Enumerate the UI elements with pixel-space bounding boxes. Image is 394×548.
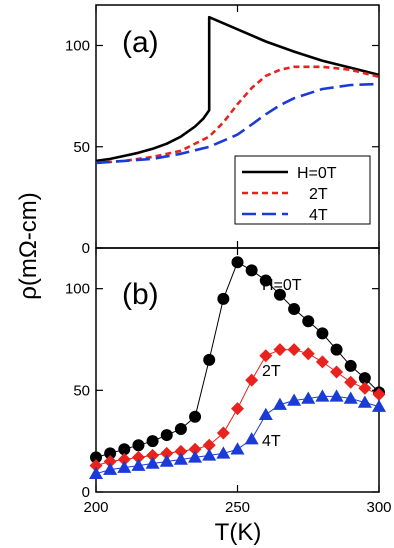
data-point-4T <box>372 399 386 412</box>
series-line-H=0T <box>95 15 380 163</box>
panel-b-series <box>89 256 386 479</box>
data-point-4T <box>272 397 287 410</box>
data-point-2T <box>245 373 259 387</box>
data-point-2T <box>372 387 386 401</box>
data-point-2T <box>89 459 103 473</box>
panel-a: (a) 0 50 100 H=0T 2T 4T <box>65 4 380 257</box>
legend-label: H=0T <box>297 165 337 182</box>
panel-b-label: (b) <box>122 278 159 311</box>
data-point-2T <box>287 343 301 357</box>
data-point-2T <box>273 343 287 357</box>
data-point-H=0T <box>217 292 230 305</box>
data-point-4T <box>145 456 160 469</box>
panel-a-label: (a) <box>122 26 159 59</box>
x-tick-label: 250 <box>225 499 250 516</box>
data-point-2T <box>330 365 344 379</box>
y-tick-label: 100 <box>65 38 90 55</box>
data-point-H=0T <box>288 303 301 315</box>
data-point-H=0T <box>302 315 315 328</box>
data-point-H=0T <box>189 410 202 423</box>
data-point-H=0T <box>132 439 145 452</box>
legend-label: 4T <box>309 207 328 224</box>
data-point-H=0T <box>273 288 286 301</box>
data-point-H=0T <box>90 451 102 464</box>
data-point-4T <box>159 454 174 467</box>
x-axis-title: T(K) <box>215 519 262 546</box>
data-point-H=0T <box>174 422 187 435</box>
x-tick-label: 300 <box>366 499 391 516</box>
series-label: 2T <box>262 363 281 380</box>
y-tick-label: 0 <box>82 484 90 501</box>
y-tick-label: 0 <box>82 240 90 257</box>
data-point-4T <box>315 389 330 402</box>
y-tick-label: 50 <box>73 139 90 156</box>
data-point-2T <box>259 349 273 363</box>
legend-label: 2T <box>309 186 328 203</box>
data-point-2T <box>301 347 315 361</box>
data-point-4T <box>244 432 259 445</box>
data-point-4T <box>329 389 344 402</box>
data-point-H=0T <box>358 372 371 385</box>
panel-b-series-labels: H=0T 2T 4T <box>262 277 302 450</box>
series-label: H=0T <box>262 277 302 294</box>
data-point-H=0T <box>203 353 216 366</box>
series-line-2T <box>95 65 380 165</box>
data-point-H=0T <box>231 256 244 269</box>
data-point-4T <box>343 391 358 404</box>
data-point-4T <box>117 460 132 473</box>
legend: H=0T 2T 4T <box>234 155 371 225</box>
data-point-2T <box>231 402 244 416</box>
data-point-H=0T <box>344 359 357 372</box>
data-point-H=0T <box>259 274 272 287</box>
data-point-H=0T <box>245 264 258 277</box>
data-point-2T <box>160 446 174 460</box>
y-axis-title: ρ(mΩ-cm) <box>15 192 42 300</box>
data-point-H=0T <box>330 343 343 356</box>
data-point-H=0T <box>316 327 329 340</box>
panel-b-ticks: 0 50 100 200 250 300 <box>65 248 392 516</box>
panel-a-series <box>95 15 380 165</box>
data-point-4T <box>202 448 217 461</box>
y-tick-label: 100 <box>65 281 90 298</box>
series-label: 4T <box>262 433 281 450</box>
data-point-4T <box>188 450 203 463</box>
data-point-4T <box>131 458 146 471</box>
data-point-H=0T <box>160 429 173 442</box>
data-point-4T <box>173 452 188 465</box>
legend-frame <box>234 155 371 225</box>
data-point-4T <box>357 395 372 408</box>
data-point-2T <box>188 442 202 456</box>
data-point-4T <box>216 446 231 459</box>
data-point-2T <box>202 438 216 452</box>
data-point-2T <box>117 452 131 466</box>
data-point-H=0T <box>146 435 159 448</box>
data-point-H=0T <box>104 447 117 460</box>
data-point-2T <box>103 455 117 468</box>
data-point-2T <box>315 355 329 369</box>
y-tick-label: 50 <box>73 382 90 399</box>
series-line-4T <box>95 82 380 165</box>
data-point-2T <box>216 426 230 440</box>
data-point-4T <box>89 466 103 479</box>
data-point-4T <box>258 407 273 420</box>
data-point-2T <box>344 375 358 389</box>
data-point-2T <box>131 450 145 464</box>
data-point-H=0T <box>118 443 131 456</box>
x-tick-label: 200 <box>83 499 108 516</box>
data-point-4T <box>301 391 316 404</box>
data-point-2T <box>174 444 188 458</box>
data-point-4T <box>103 462 118 475</box>
data-point-2T <box>146 448 160 462</box>
data-point-4T <box>287 393 302 406</box>
data-point-2T <box>358 381 372 395</box>
panel-b: (b) 0 50 100 200 250 300 H=0T 2T 4T <box>65 247 392 516</box>
panel-a-ticks: 0 50 100 <box>65 5 380 257</box>
data-point-4T <box>230 442 245 455</box>
